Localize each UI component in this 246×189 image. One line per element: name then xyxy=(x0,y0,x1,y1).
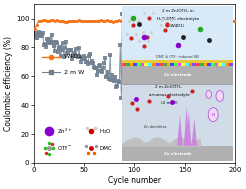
X-axis label: Cycle number: Cycle number xyxy=(108,176,161,185)
Text: $\rm H_2O$: $\rm H_2O$ xyxy=(99,127,112,136)
Text: $\rm OTf^-$: $\rm OTf^-$ xyxy=(57,144,72,153)
Text: 2 m W: 2 m W xyxy=(64,70,84,75)
Text: $\rm Zn^{2+}$: $\rm Zn^{2+}$ xyxy=(57,126,72,136)
Y-axis label: Coulombic efficiency (%): Coulombic efficiency (%) xyxy=(4,36,13,131)
Text: W4D1: W4D1 xyxy=(64,54,83,59)
Text: DMC: DMC xyxy=(99,146,112,151)
